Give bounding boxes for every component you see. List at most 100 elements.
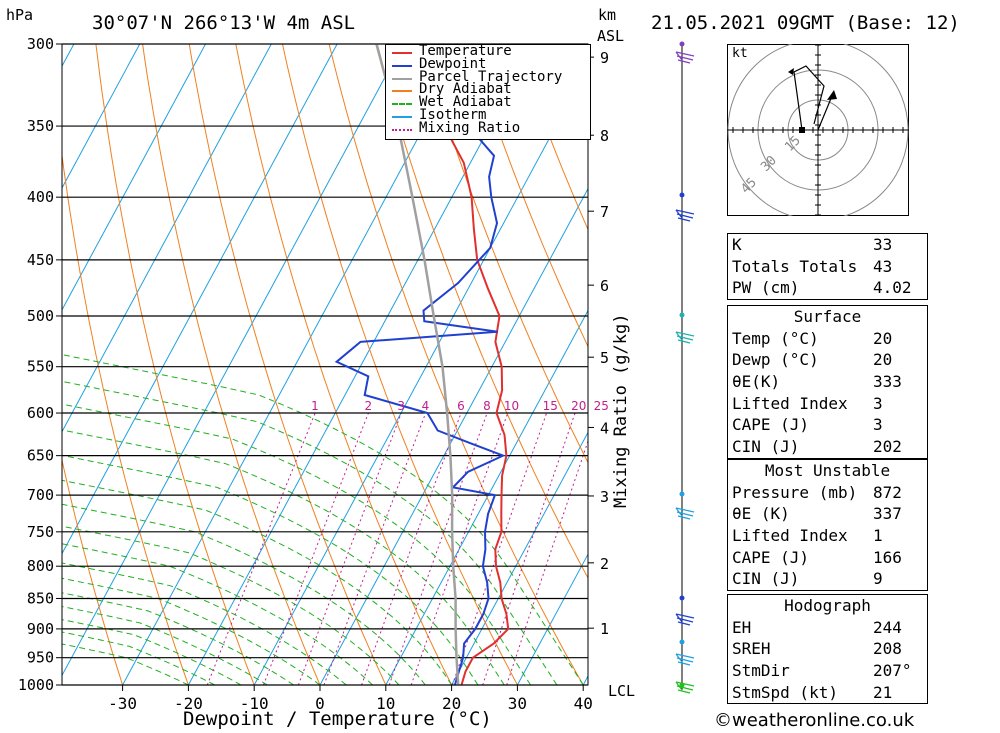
pressure-tick-label: 750 [27,523,54,541]
hodograph-unit-label: kt [732,46,748,61]
pressure-tick-label: 900 [27,620,54,638]
mixing-ratio-label: 20 [571,399,586,413]
indices-table: K 33 Totals Totals 43 PW (cm) 4.02 [727,233,928,301]
table-key: CIN (J) [732,569,800,589]
table-key: Totals Totals [732,256,858,276]
legend-label: Temperature [419,43,512,59]
table-key: CIN (J) [732,437,800,457]
table-value: 33 [873,235,893,254]
legend-item: Dewpoint [386,55,586,72]
wet-adiabat-line [62,429,505,685]
table-value: 872 [873,482,902,502]
pressure-tick-label: 850 [27,589,54,607]
temperature-tick-label: 30 [508,694,527,713]
wind-barb [675,681,695,694]
pressure-tick-label: 800 [27,557,54,575]
chart-legend: Temperature Dewpoint Parcel Trajectory Dry … [385,44,591,140]
table-value: 202 [873,437,902,457]
mixing-ratio-line [297,412,402,685]
table-key: K [732,235,742,254]
dry-adiabat-line [982,44,1000,685]
table-key: PW (cm) [732,278,800,298]
table-key: StmDir [732,661,790,681]
legend-swatch [392,77,412,80]
surface-table: Surface Temp (°C) 20 Dewp (°C) 20 θE(K) 333 Lif… [727,305,928,459]
legend-label: Dry Adiabat [419,81,512,98]
table-row: Temp (°C) 20 [728,328,927,350]
mixing-ratio-label: 2 [364,399,372,413]
height-tick-label: 5 [600,349,609,367]
mixing-ratio-label: 6 [457,399,465,413]
dewpoint-series [334,44,506,685]
table-row: Lifted Index 1 [728,525,927,547]
table-value: 207° [873,661,912,681]
table-value: 20 [873,350,893,370]
hpa-unit-label: hPa [6,6,34,24]
table-row: CIN (J) 9 [728,568,927,590]
table-value: 43 [873,256,893,276]
dry-adiabat-line [515,44,588,231]
table-key: Lifted Index [732,393,848,413]
table-row: CAPE (J) 166 [728,547,927,569]
height-tick-label: 1 [600,620,609,638]
table-key: Temp (°C) [732,328,819,348]
table-value: 333 [873,372,902,392]
legend-label: Parcel Trajectory [419,68,563,85]
table-key: Pressure (mb) [732,482,858,502]
table-row: θE(K) 333 [728,371,927,393]
wind-level-marker [679,639,685,645]
table-row: CIN (J) 202 [728,436,927,458]
datetime-title: 21.05.2021 09GMT (Base: 12) [651,12,960,34]
table-row: StmSpd (kt) 21 [728,682,927,704]
temperature-tick-label: 20 [442,694,461,713]
legend-item: Dry Adiabat [386,81,586,98]
table-value: 9 [873,569,883,589]
table-row: CAPE (J) 3 [728,414,927,436]
table-value: 4.02 [873,278,912,298]
legend-swatch [392,64,412,67]
temperature-tick-label: 10 [376,694,395,713]
pressure-tick-label: 650 [27,447,54,465]
table-key: CAPE (J) [732,415,810,435]
isotherm-line [62,44,206,311]
dry-adiabat-line [935,44,1000,685]
hodograph: kt 15 30 45 [727,44,909,216]
lcl-label: LCL [608,682,635,700]
legend-label: Dewpoint [419,55,487,72]
legend-label: Wet Adiabat [419,94,512,111]
location-title: 30°07'N 266°13'W 4m ASL [92,12,356,34]
height-tick-label: 2 [600,555,609,573]
table-value: 3 [873,393,883,413]
legend-swatch [392,52,412,54]
wet-adiabat-line [62,606,268,685]
temperature-tick-label: -30 [108,694,137,713]
mixing-ratio-label: 3 [397,399,405,413]
isotherm-line [122,44,470,685]
most-unstable-table: Most Unstable Pressure (mb) 872 θE (K) 337 Li… [727,459,928,592]
table-title: Hodograph [784,596,871,615]
height-tick-label: 7 [600,203,609,221]
dry-adiabat-line [62,151,189,685]
table-key: EH [732,617,752,637]
wind-barb [675,209,695,222]
height-tick-label: 8 [600,127,609,145]
height-tick-label: 4 [600,419,609,437]
isotherm-line [62,44,141,190]
table-key: CAPE (J) [732,547,810,567]
mixing-ratio-label: 10 [504,399,519,413]
legend-swatch [392,116,412,118]
wet-adiabat-line [62,503,426,685]
legend-item: Temperature [386,43,586,59]
copyright-footer: ©weatheronline.co.uk [714,710,914,731]
temperature-tick-label: -10 [240,694,269,713]
km-unit-label: km [598,6,617,24]
legend-item: Mixing Ratio [386,120,586,136]
pressure-tick-label: 500 [27,307,54,325]
pressure-tick-label: 1000 [18,676,54,694]
table-value: 21 [873,682,893,702]
table-value: 208 [873,639,902,659]
table-value: 1 [873,526,883,546]
table-row: Totals Totals 43 [728,256,927,278]
pressure-tick-label: 350 [27,117,54,135]
table-key: Dewp (°C) [732,350,819,370]
